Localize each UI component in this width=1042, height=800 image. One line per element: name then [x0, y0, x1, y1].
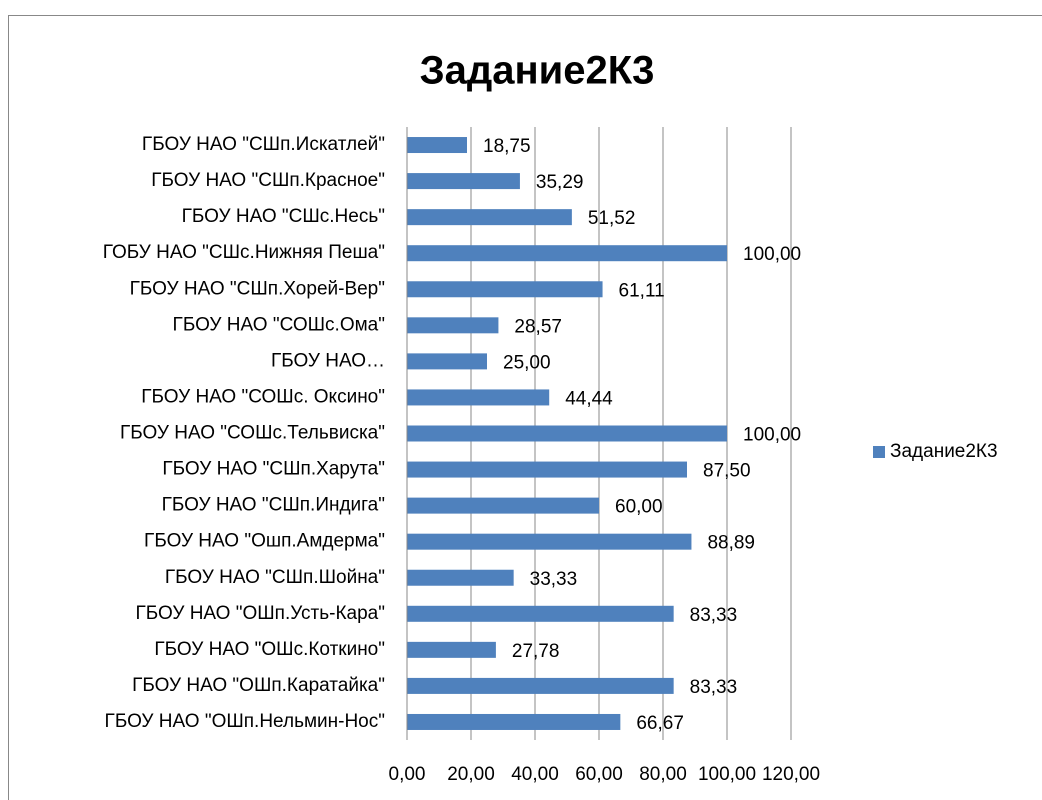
- data-label: 44,44: [565, 388, 613, 409]
- y-tick-label: ГБОУ НАО "ОШс.Коткино": [154, 639, 385, 660]
- legend-swatch: [873, 446, 885, 458]
- chart-title: Задание2К3: [420, 49, 655, 93]
- chart-frame: [8, 15, 1042, 800]
- y-tick-label: ГБОУ НАО "СШп.Хорей-Вер": [130, 278, 385, 299]
- y-tick-label: ГБОУ НАО "СОШс.Тельвиска": [120, 423, 385, 444]
- data-label: 61,11: [619, 280, 665, 301]
- bar: [407, 281, 603, 298]
- legend-label: Задание2К3: [890, 441, 998, 462]
- bar: [407, 245, 727, 262]
- y-tick-label: ГБОУ НАО "СОШс.Ома": [173, 314, 385, 335]
- y-tick-label: ГБОУ НАО "СШп.Шойна": [165, 567, 385, 588]
- bar: [407, 173, 520, 190]
- x-tick-label: 80,00: [639, 764, 687, 785]
- data-label: 100,00: [743, 425, 801, 446]
- data-label: 60,00: [615, 497, 663, 518]
- y-tick-label: ГБОУ НАО "СШс.Несь": [182, 206, 385, 227]
- x-tick-label: 40,00: [511, 764, 559, 785]
- data-label: 83,33: [690, 605, 738, 626]
- x-tick-label: 60,00: [575, 764, 623, 785]
- bar: [407, 209, 572, 226]
- bar: [407, 605, 674, 622]
- bar: [407, 389, 550, 406]
- data-label: 25,00: [503, 352, 551, 373]
- x-tick-label: 0,00: [389, 764, 426, 785]
- data-label: 51,52: [588, 208, 636, 229]
- y-tick-label: ГБОУ НАО…: [271, 350, 385, 371]
- data-label: 35,29: [536, 172, 584, 193]
- bar: [407, 713, 621, 730]
- y-tick-label: ГОБУ НАО "СШс.Нижняя Пеша": [103, 242, 385, 263]
- data-label: 66,67: [636, 713, 684, 734]
- bar: [407, 425, 727, 442]
- y-tick-label: ГБОУ НАО "СШп.Искатлей": [142, 134, 385, 155]
- bar: [407, 497, 599, 514]
- bar: [407, 641, 496, 658]
- x-tick-label: 20,00: [447, 764, 495, 785]
- data-label: 87,50: [703, 461, 751, 482]
- bar: [407, 317, 499, 334]
- y-tick-label: ГБОУ НАО "СОШс. Оксино": [141, 386, 385, 407]
- x-tick-label: 120,00: [762, 764, 820, 785]
- data-label: 27,78: [512, 641, 560, 662]
- y-tick-label: ГБОУ НАО "СШп.Харута": [162, 459, 385, 480]
- bar: [407, 353, 487, 370]
- bar: [407, 533, 692, 550]
- data-label: 28,57: [514, 316, 562, 337]
- data-label: 83,33: [690, 677, 738, 698]
- x-tick-label: 100,00: [698, 764, 756, 785]
- data-label: 18,75: [483, 136, 531, 157]
- y-tick-label: ГБОУ НАО "ОШп.Нельмин-Нос": [105, 711, 385, 732]
- y-tick-label: ГБОУ НАО "ОШп.Усть-Кара": [135, 603, 385, 624]
- bar: [407, 461, 687, 478]
- y-tick-label: ГБОУ НАО "Ошп.Амдерма": [144, 531, 385, 552]
- y-tick-label: ГБОУ НАО "СШп.Индига": [162, 495, 385, 516]
- data-label: 33,33: [530, 569, 578, 590]
- bar: [407, 137, 467, 154]
- data-label: 100,00: [743, 244, 801, 265]
- data-label: 88,89: [707, 533, 755, 554]
- y-tick-label: ГБОУ НАО "ОШп.Каратайка": [132, 675, 385, 696]
- bar: [407, 677, 674, 694]
- y-tick-label: ГБОУ НАО "СШп.Красное": [151, 170, 385, 191]
- bar: [407, 569, 514, 586]
